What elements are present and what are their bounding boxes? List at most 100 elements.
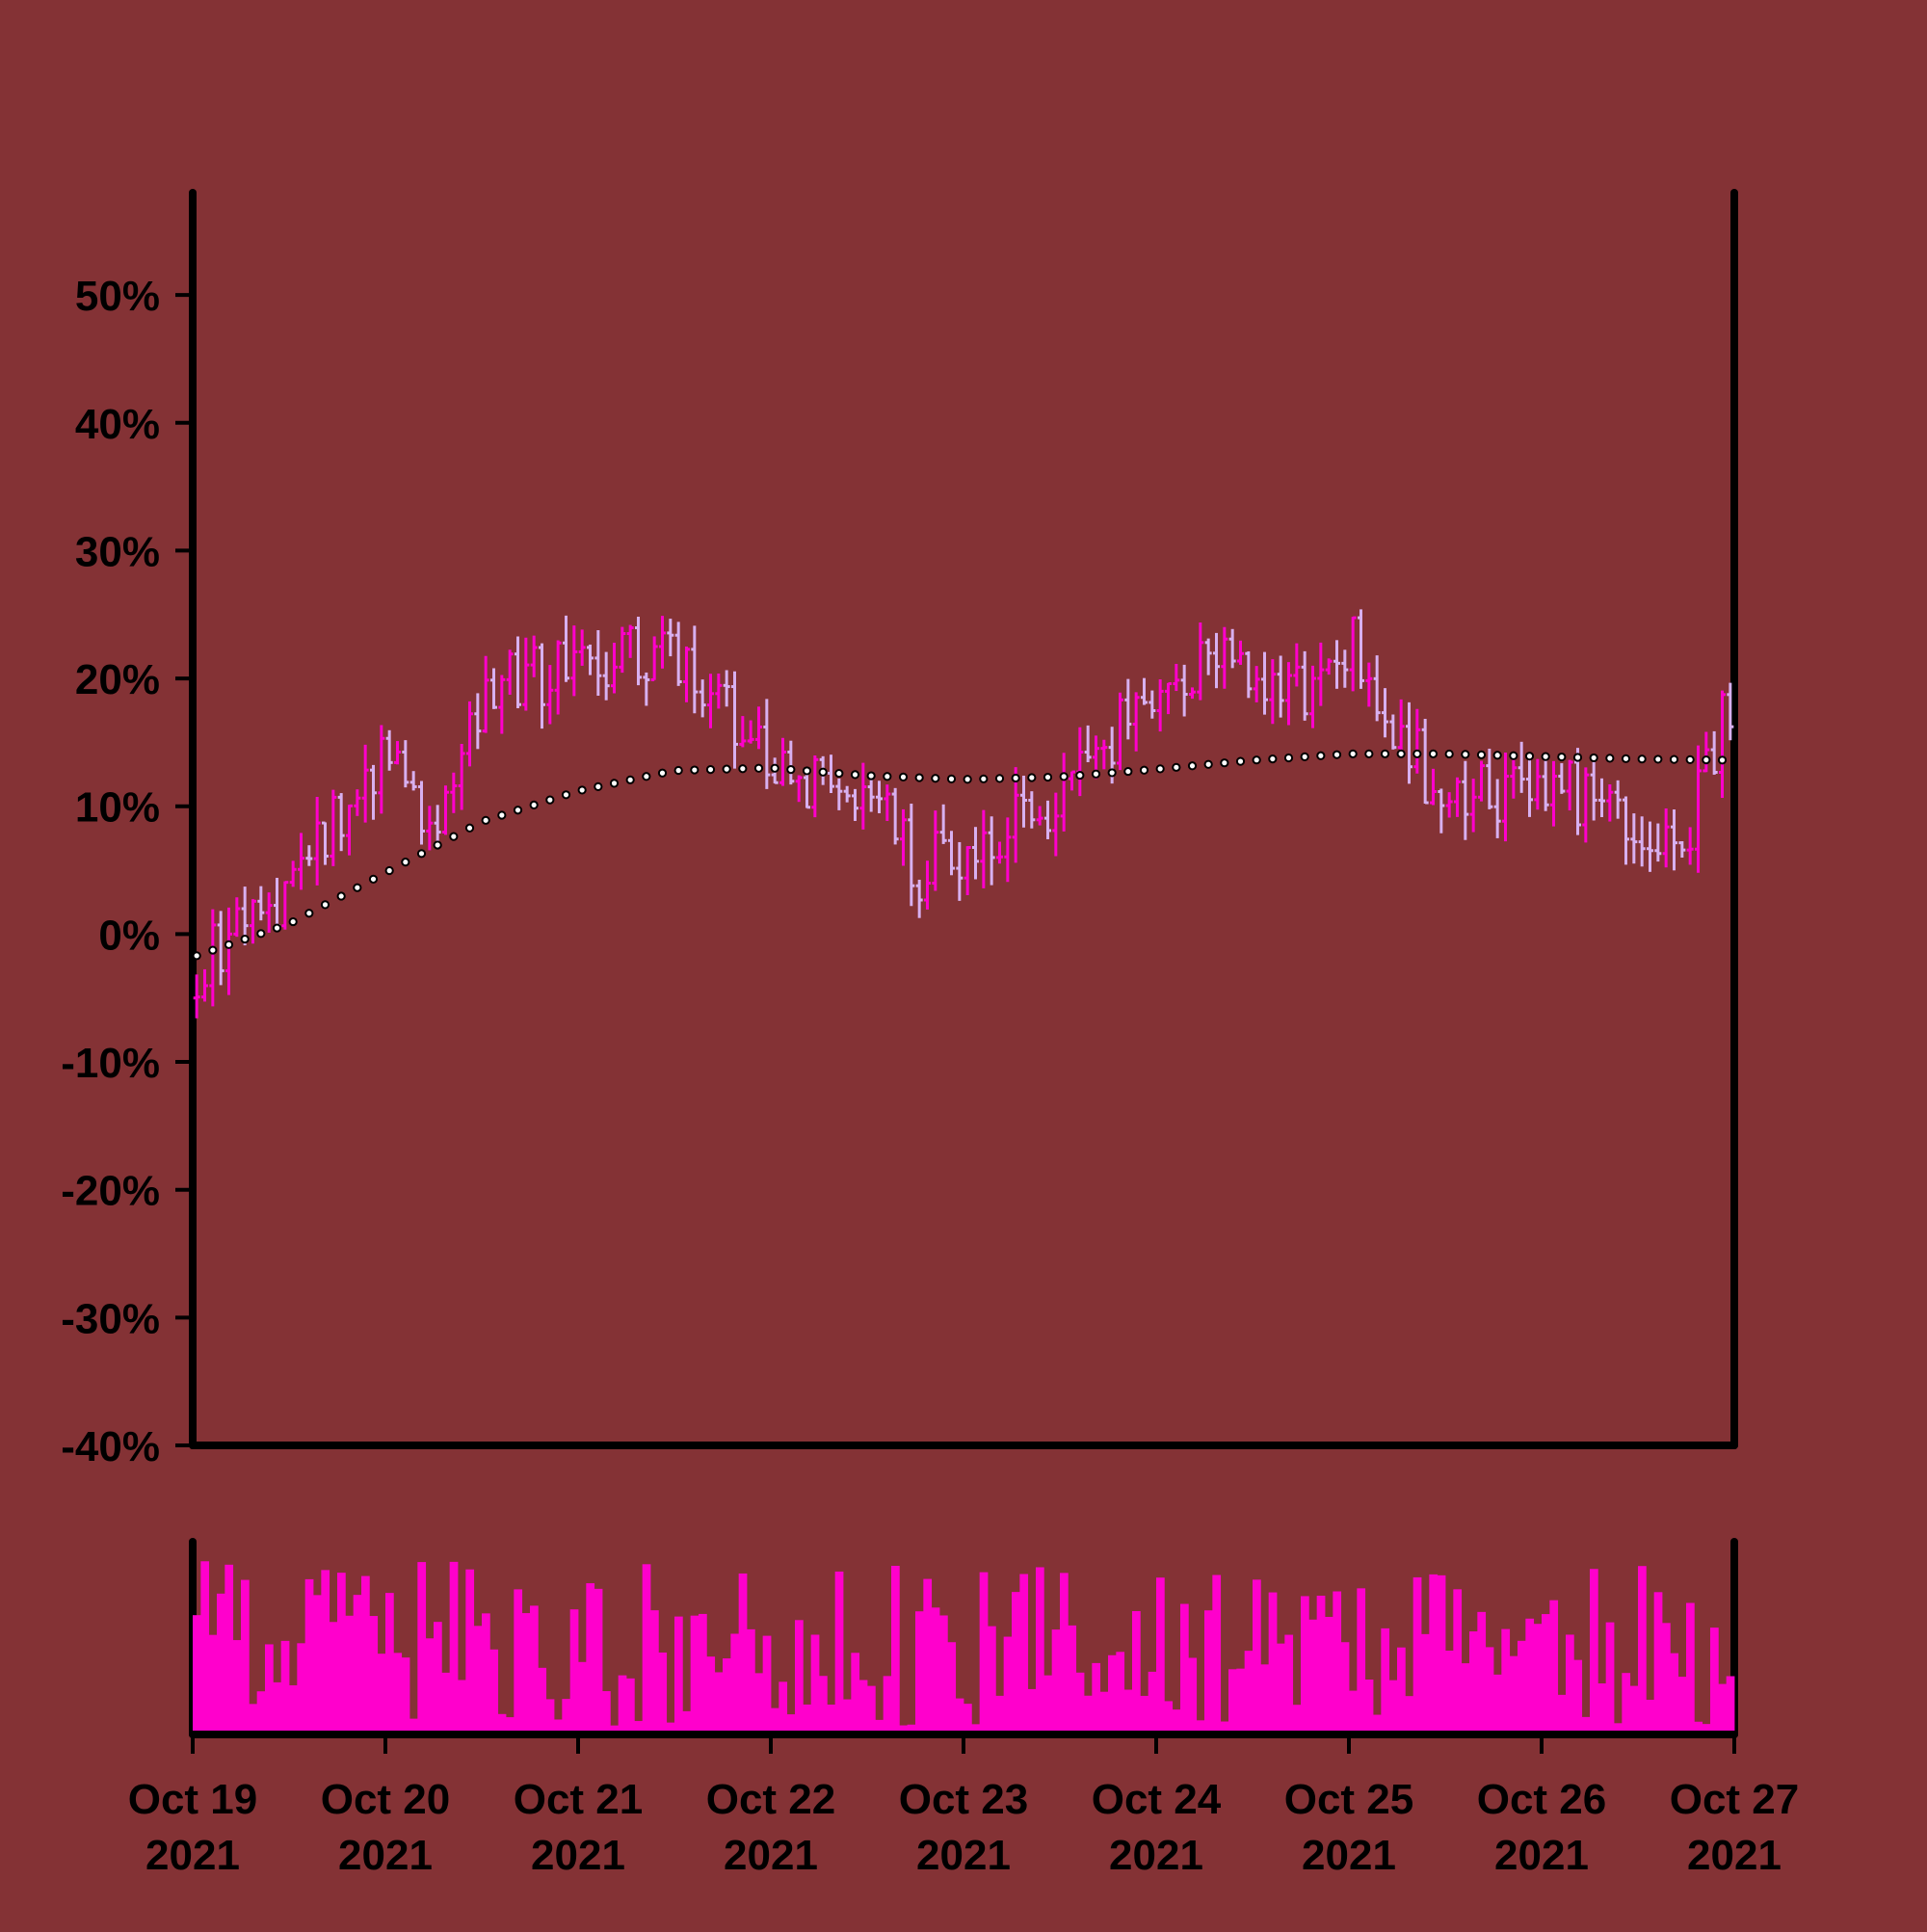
moving-average-point bbox=[1332, 750, 1342, 759]
volume-bar bbox=[441, 1672, 451, 1734]
volume-bar bbox=[1003, 1636, 1013, 1734]
ohlc-bar-up bbox=[1502, 752, 1509, 842]
x-tick-label-year: 2021 bbox=[1302, 1832, 1396, 1879]
ohlc-bar-up bbox=[522, 637, 530, 711]
moving-average-point bbox=[1011, 773, 1020, 783]
volume-bar bbox=[1043, 1675, 1053, 1734]
volume-bar bbox=[1653, 1592, 1663, 1734]
volume-bar bbox=[1493, 1674, 1502, 1734]
moving-average-point bbox=[384, 865, 394, 876]
y-tick-label: 0% bbox=[98, 912, 160, 959]
moving-average-point bbox=[786, 764, 796, 775]
moving-average-point bbox=[1380, 749, 1390, 758]
moving-average-point bbox=[1364, 749, 1374, 758]
ohlc-bar-down bbox=[948, 831, 955, 876]
moving-average-point bbox=[1557, 752, 1567, 762]
volume-bar bbox=[1501, 1628, 1511, 1734]
volume-bar bbox=[666, 1722, 675, 1734]
moving-average-point bbox=[336, 891, 346, 901]
volume-bar bbox=[1292, 1705, 1302, 1734]
ohlc-bar-up bbox=[458, 744, 465, 810]
moving-average-point bbox=[401, 858, 410, 867]
ohlc-bar-up bbox=[209, 909, 217, 1007]
moving-average-point bbox=[946, 774, 957, 783]
volume-bar bbox=[1123, 1689, 1133, 1734]
volume-bar bbox=[1533, 1624, 1543, 1734]
volume-bar bbox=[1518, 1640, 1526, 1734]
volume-bar bbox=[626, 1678, 635, 1734]
ohlc-bar-up bbox=[498, 675, 506, 734]
volume-bar bbox=[434, 1622, 442, 1734]
ohlc-bar-down bbox=[1678, 840, 1686, 858]
ohlc-bar-up bbox=[1117, 692, 1123, 771]
moving-average-point bbox=[802, 766, 812, 776]
volume-bar bbox=[1694, 1721, 1703, 1734]
ohlc-bar-up bbox=[225, 907, 232, 995]
volume-bar bbox=[1301, 1596, 1309, 1734]
volume-bar bbox=[642, 1564, 651, 1734]
ohlc-bar-down bbox=[409, 771, 417, 791]
ohlc-bar-down bbox=[1341, 649, 1349, 688]
volume-bar bbox=[907, 1724, 916, 1734]
volume-bar bbox=[1662, 1623, 1671, 1734]
volume-bar bbox=[1622, 1673, 1631, 1734]
volume-bar bbox=[1590, 1569, 1598, 1734]
volume-bar bbox=[803, 1704, 812, 1734]
volume-bar bbox=[482, 1613, 490, 1734]
volume-bar bbox=[1509, 1655, 1518, 1734]
moving-average-point bbox=[1059, 772, 1069, 781]
volume-bar bbox=[1268, 1592, 1278, 1734]
ohlc-bar-down bbox=[643, 672, 650, 706]
volume-bar bbox=[1542, 1614, 1550, 1734]
ohlc-bar-up bbox=[755, 706, 762, 750]
ohlc-bar-down bbox=[322, 821, 329, 865]
ohlc-bar-up bbox=[1349, 616, 1357, 692]
moving-average-point bbox=[1605, 754, 1615, 763]
volume-bar bbox=[786, 1714, 796, 1734]
ohlc-bar-down bbox=[1261, 651, 1268, 715]
volume-bar bbox=[858, 1680, 868, 1734]
ohlc-bar-up bbox=[1285, 662, 1292, 726]
volume-bar bbox=[345, 1615, 355, 1734]
volume-bar bbox=[1710, 1628, 1719, 1734]
ohlc-bar-down bbox=[418, 781, 425, 845]
volume-bar bbox=[1148, 1671, 1157, 1734]
ohlc-bar-down bbox=[939, 804, 947, 844]
volume-bar bbox=[249, 1704, 258, 1734]
moving-average-point bbox=[673, 765, 683, 776]
x-tick-label-date: Oct 25 bbox=[1284, 1776, 1414, 1823]
ohlc-bar-up bbox=[1269, 659, 1277, 725]
volume-bar bbox=[747, 1628, 755, 1734]
volume-bar bbox=[1180, 1603, 1189, 1734]
volume-bar bbox=[1220, 1721, 1229, 1734]
ohlc-bar-down bbox=[1213, 632, 1220, 689]
volume-bar bbox=[1277, 1643, 1285, 1734]
volume-bar bbox=[377, 1654, 386, 1734]
ohlc-bar-up bbox=[578, 629, 586, 666]
volume-bar bbox=[1566, 1634, 1574, 1734]
ohlc-bar-down bbox=[1020, 775, 1027, 828]
moving-average-point bbox=[1252, 755, 1261, 765]
x-tick-label-year: 2021 bbox=[531, 1832, 625, 1879]
ohlc-bar-down bbox=[1245, 650, 1253, 699]
volume-bar bbox=[473, 1626, 483, 1734]
volume-bar bbox=[875, 1719, 884, 1734]
volume-bar bbox=[964, 1704, 972, 1734]
ohlc-bar-up bbox=[619, 626, 626, 674]
moving-average-point bbox=[288, 916, 298, 927]
moving-average-point bbox=[657, 768, 668, 778]
volume-bar bbox=[569, 1609, 579, 1734]
moving-average-point bbox=[449, 832, 459, 841]
ohlc-bar-down bbox=[337, 793, 345, 852]
ohlc-bar-down bbox=[434, 805, 441, 846]
moving-average-point bbox=[416, 849, 427, 859]
ohlc-bar-down bbox=[594, 629, 602, 696]
ohlc-bar-up bbox=[265, 892, 273, 933]
ohlc-bar-down bbox=[1462, 760, 1469, 840]
y-tick-label: 50% bbox=[75, 273, 160, 320]
ohlc-bar-down bbox=[274, 877, 280, 928]
volume-bar bbox=[280, 1640, 290, 1734]
volume-bar bbox=[1036, 1567, 1044, 1734]
moving-average-point bbox=[192, 951, 201, 961]
